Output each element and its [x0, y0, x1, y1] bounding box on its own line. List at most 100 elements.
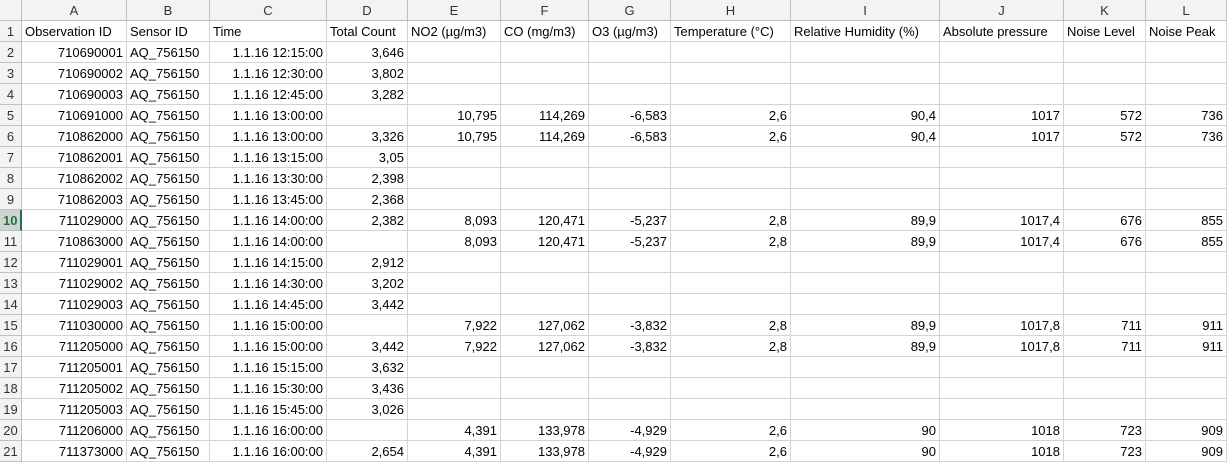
cell[interactable]: 1017,4	[940, 231, 1064, 252]
cell[interactable]	[1146, 189, 1227, 210]
cell[interactable]: 710862003	[22, 189, 127, 210]
row-header[interactable]: 15	[0, 315, 22, 336]
cell[interactable]: 855	[1146, 231, 1227, 252]
cell[interactable]: 89,9	[791, 315, 940, 336]
header-cell[interactable]: Temperature (°C)	[671, 21, 791, 42]
cell[interactable]: 909	[1146, 420, 1227, 441]
cell[interactable]	[671, 147, 791, 168]
cell[interactable]	[940, 63, 1064, 84]
cell[interactable]	[1146, 147, 1227, 168]
cell[interactable]	[940, 189, 1064, 210]
cell[interactable]	[408, 168, 501, 189]
column-header[interactable]: K	[1064, 0, 1146, 21]
cell[interactable]	[1064, 399, 1146, 420]
cell[interactable]: 711206000	[22, 420, 127, 441]
column-header[interactable]: D	[327, 0, 408, 21]
cell[interactable]: 4,391	[408, 420, 501, 441]
cell[interactable]	[327, 420, 408, 441]
cell[interactable]: 1.1.16 15:00:00	[210, 315, 327, 336]
cell[interactable]: 2,368	[327, 189, 408, 210]
cell[interactable]: 1017,8	[940, 315, 1064, 336]
cell[interactable]	[1146, 168, 1227, 189]
cell[interactable]: 3,282	[327, 84, 408, 105]
cell[interactable]	[940, 273, 1064, 294]
cell[interactable]: AQ_756150	[127, 126, 210, 147]
cell[interactable]: AQ_756150	[127, 315, 210, 336]
cell[interactable]	[501, 189, 589, 210]
cell[interactable]	[940, 147, 1064, 168]
column-header[interactable]: A	[22, 0, 127, 21]
cell[interactable]: 1.1.16 13:30:00	[210, 168, 327, 189]
cell[interactable]: 127,062	[501, 315, 589, 336]
cell[interactable]	[501, 399, 589, 420]
cell[interactable]	[791, 273, 940, 294]
cell[interactable]	[589, 357, 671, 378]
cell[interactable]: 711	[1064, 336, 1146, 357]
cell[interactable]: AQ_756150	[127, 357, 210, 378]
cell[interactable]	[791, 357, 940, 378]
cell[interactable]: AQ_756150	[127, 210, 210, 231]
cell[interactable]: 711205000	[22, 336, 127, 357]
cell[interactable]	[671, 378, 791, 399]
column-header[interactable]: E	[408, 0, 501, 21]
cell[interactable]	[501, 168, 589, 189]
cell[interactable]: 3,05	[327, 147, 408, 168]
cell[interactable]: 1.1.16 14:30:00	[210, 273, 327, 294]
cell[interactable]	[1146, 63, 1227, 84]
cell[interactable]: 7,922	[408, 315, 501, 336]
cell[interactable]: 723	[1064, 441, 1146, 462]
cell[interactable]: 711029001	[22, 252, 127, 273]
header-cell[interactable]: O3 (µg/m3)	[589, 21, 671, 42]
cell[interactable]: -3,832	[589, 315, 671, 336]
column-header[interactable]: G	[589, 0, 671, 21]
cell[interactable]: 2,6	[671, 441, 791, 462]
cell[interactable]: 676	[1064, 231, 1146, 252]
row-header[interactable]: 5	[0, 105, 22, 126]
cell[interactable]: 2,8	[671, 231, 791, 252]
cell[interactable]	[671, 399, 791, 420]
header-cell[interactable]: Noise Level	[1064, 21, 1146, 42]
cell[interactable]	[589, 252, 671, 273]
cell[interactable]: 1.1.16 14:00:00	[210, 210, 327, 231]
cell[interactable]	[589, 399, 671, 420]
cell[interactable]: AQ_756150	[127, 63, 210, 84]
cell[interactable]	[589, 294, 671, 315]
cell[interactable]: 711205001	[22, 357, 127, 378]
cell[interactable]: AQ_756150	[127, 399, 210, 420]
cell[interactable]: 1.1.16 14:15:00	[210, 252, 327, 273]
cell[interactable]: -4,929	[589, 420, 671, 441]
cell[interactable]: 10,795	[408, 126, 501, 147]
row-header[interactable]: 21	[0, 441, 22, 462]
cell[interactable]	[501, 357, 589, 378]
cell[interactable]	[408, 63, 501, 84]
cell[interactable]: AQ_756150	[127, 147, 210, 168]
cell[interactable]: 1.1.16 13:15:00	[210, 147, 327, 168]
row-header[interactable]: 1	[0, 21, 22, 42]
column-header[interactable]: I	[791, 0, 940, 21]
cell[interactable]: 1017	[940, 105, 1064, 126]
cell[interactable]	[1064, 147, 1146, 168]
cell[interactable]	[408, 84, 501, 105]
column-header[interactable]: J	[940, 0, 1064, 21]
cell[interactable]	[501, 378, 589, 399]
row-header[interactable]: 7	[0, 147, 22, 168]
cell[interactable]	[671, 189, 791, 210]
cell[interactable]	[589, 147, 671, 168]
cell[interactable]: 1.1.16 13:00:00	[210, 126, 327, 147]
cell[interactable]: AQ_756150	[127, 189, 210, 210]
cell[interactable]	[501, 42, 589, 63]
cell[interactable]: AQ_756150	[127, 231, 210, 252]
cell[interactable]: AQ_756150	[127, 252, 210, 273]
cell[interactable]	[791, 252, 940, 273]
cell[interactable]: -5,237	[589, 231, 671, 252]
cell[interactable]	[501, 147, 589, 168]
cell[interactable]: 2,8	[671, 315, 791, 336]
cell[interactable]: 572	[1064, 105, 1146, 126]
cell[interactable]: 2,6	[671, 420, 791, 441]
column-header[interactable]: H	[671, 0, 791, 21]
cell[interactable]: 3,442	[327, 336, 408, 357]
cell[interactable]: 2,654	[327, 441, 408, 462]
cell[interactable]	[940, 252, 1064, 273]
row-header[interactable]: 16	[0, 336, 22, 357]
corner[interactable]	[0, 0, 22, 21]
